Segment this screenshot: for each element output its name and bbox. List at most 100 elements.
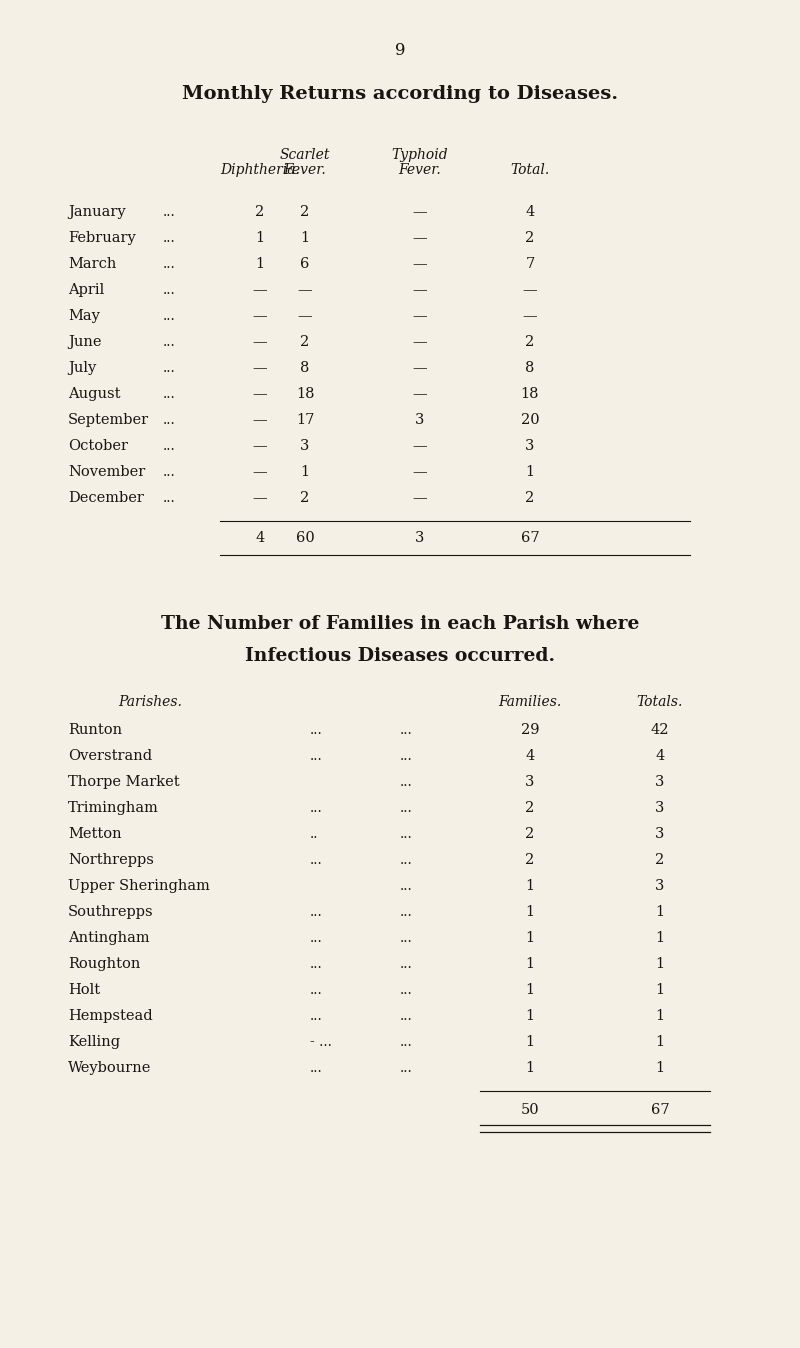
Text: ...: ... [400, 1035, 413, 1049]
Text: —: — [413, 465, 427, 479]
Text: October: October [68, 439, 128, 453]
Text: 1: 1 [526, 1061, 534, 1074]
Text: Hempstead: Hempstead [68, 1010, 153, 1023]
Text: ...: ... [310, 749, 322, 763]
Text: ...: ... [163, 412, 176, 427]
Text: Families.: Families. [498, 696, 562, 709]
Text: ...: ... [310, 723, 322, 737]
Text: ...: ... [400, 801, 413, 816]
Text: 3: 3 [300, 439, 310, 453]
Text: —: — [413, 491, 427, 506]
Text: 4: 4 [526, 749, 534, 763]
Text: ...: ... [400, 957, 413, 971]
Text: —: — [253, 361, 267, 375]
Text: 4: 4 [526, 205, 534, 218]
Text: ...: ... [163, 257, 176, 271]
Text: Thorpe Market: Thorpe Market [68, 775, 180, 789]
Text: —: — [253, 465, 267, 479]
Text: June: June [68, 336, 102, 349]
Text: 3: 3 [415, 531, 425, 545]
Text: —: — [253, 439, 267, 453]
Text: 2: 2 [526, 828, 534, 841]
Text: ...: ... [310, 931, 322, 945]
Text: —: — [253, 283, 267, 297]
Text: 2: 2 [526, 853, 534, 867]
Text: ...: ... [310, 983, 322, 998]
Text: ...: ... [163, 205, 176, 218]
Text: ...: ... [163, 465, 176, 479]
Text: 2: 2 [300, 336, 310, 349]
Text: - ...: - ... [310, 1035, 332, 1049]
Text: 42: 42 [650, 723, 670, 737]
Text: ...: ... [310, 853, 322, 867]
Text: 2: 2 [300, 205, 310, 218]
Text: 3: 3 [526, 775, 534, 789]
Text: Total.: Total. [510, 163, 550, 177]
Text: —: — [413, 387, 427, 400]
Text: Fever.: Fever. [284, 163, 326, 177]
Text: 1: 1 [655, 983, 665, 998]
Text: 1: 1 [655, 1035, 665, 1049]
Text: 6: 6 [300, 257, 310, 271]
Text: ...: ... [400, 905, 413, 919]
Text: —: — [413, 361, 427, 375]
Text: Totals.: Totals. [637, 696, 683, 709]
Text: —: — [413, 439, 427, 453]
Text: 3: 3 [526, 439, 534, 453]
Text: ...: ... [163, 387, 176, 400]
Text: ...: ... [400, 1061, 413, 1074]
Text: ...: ... [400, 931, 413, 945]
Text: The Number of Families in each Parish where: The Number of Families in each Parish wh… [161, 615, 639, 634]
Text: Runton: Runton [68, 723, 122, 737]
Text: Fever.: Fever. [398, 163, 442, 177]
Text: —: — [413, 309, 427, 324]
Text: —: — [253, 491, 267, 506]
Text: 1: 1 [526, 931, 534, 945]
Text: 2: 2 [526, 231, 534, 245]
Text: Overstrand: Overstrand [68, 749, 152, 763]
Text: 67: 67 [521, 531, 539, 545]
Text: —: — [253, 336, 267, 349]
Text: 3: 3 [655, 775, 665, 789]
Text: —: — [413, 283, 427, 297]
Text: 1: 1 [526, 879, 534, 892]
Text: ...: ... [310, 1061, 322, 1074]
Text: ...: ... [400, 723, 413, 737]
Text: —: — [298, 309, 312, 324]
Text: —: — [253, 412, 267, 427]
Text: 2: 2 [255, 205, 265, 218]
Text: 2: 2 [526, 801, 534, 816]
Text: 3: 3 [655, 801, 665, 816]
Text: ...: ... [400, 853, 413, 867]
Text: 1: 1 [255, 257, 265, 271]
Text: January: January [68, 205, 126, 218]
Text: September: September [68, 412, 149, 427]
Text: ...: ... [163, 361, 176, 375]
Text: Antingham: Antingham [68, 931, 150, 945]
Text: Typhoid: Typhoid [392, 148, 448, 162]
Text: Diphtheria.: Diphtheria. [220, 163, 300, 177]
Text: 1: 1 [655, 1010, 665, 1023]
Text: Weybourne: Weybourne [68, 1061, 151, 1074]
Text: 50: 50 [521, 1103, 539, 1117]
Text: 2: 2 [526, 336, 534, 349]
Text: —: — [522, 309, 538, 324]
Text: 4: 4 [255, 531, 265, 545]
Text: ...: ... [163, 283, 176, 297]
Text: ...: ... [163, 231, 176, 245]
Text: 7: 7 [526, 257, 534, 271]
Text: ..: .. [310, 828, 318, 841]
Text: Upper Sheringham: Upper Sheringham [68, 879, 210, 892]
Text: 1: 1 [655, 905, 665, 919]
Text: 20: 20 [521, 412, 539, 427]
Text: 2: 2 [526, 491, 534, 506]
Text: Northrepps: Northrepps [68, 853, 154, 867]
Text: —: — [413, 257, 427, 271]
Text: Metton: Metton [68, 828, 122, 841]
Text: Scarlet: Scarlet [280, 148, 330, 162]
Text: —: — [413, 231, 427, 245]
Text: July: July [68, 361, 96, 375]
Text: 4: 4 [655, 749, 665, 763]
Text: Kelling: Kelling [68, 1035, 120, 1049]
Text: 9: 9 [394, 42, 406, 59]
